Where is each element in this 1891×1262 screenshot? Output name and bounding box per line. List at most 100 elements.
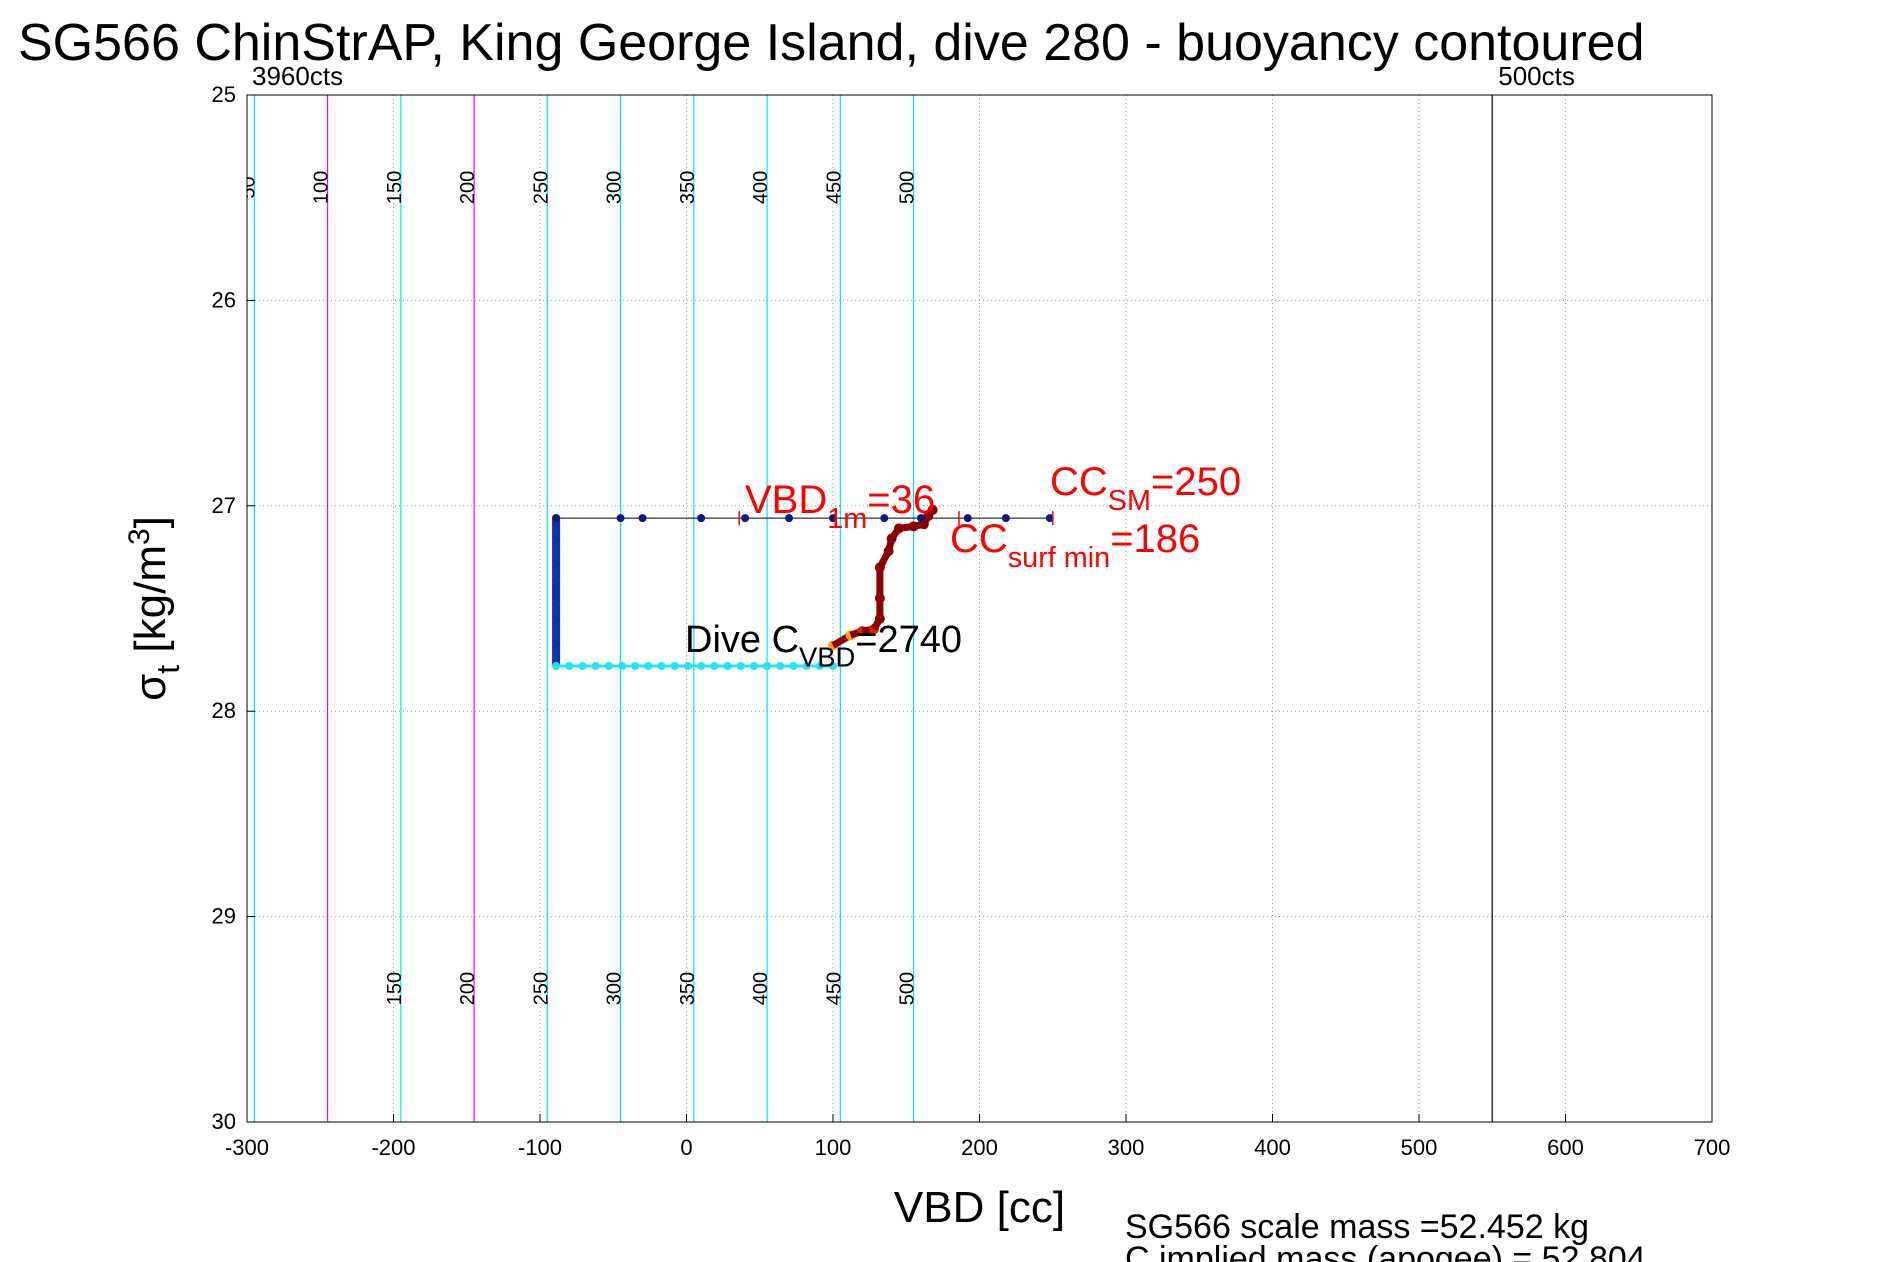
dive-point — [552, 637, 561, 646]
x-axis-label: VBD [cc] — [894, 1183, 1065, 1232]
buoyancy-contours: -50 0 50 100 150 200 250 300 350 400 450 500 150 200 2… — [91, 95, 919, 1122]
bottom-point — [697, 662, 706, 671]
dive-point — [552, 649, 561, 658]
dive-point — [552, 575, 561, 584]
contour-label-bottom: 400 — [750, 972, 772, 1005]
dive-point — [552, 520, 561, 529]
dive-point — [552, 594, 561, 603]
x-tick-label: 400 — [1254, 1135, 1291, 1160]
vbd-1m-annotation: VBD1m=36 — [745, 478, 935, 535]
dive-point — [552, 588, 561, 597]
bottom-point — [631, 662, 640, 671]
dive-point — [552, 600, 561, 609]
bottom-point — [749, 662, 758, 671]
contour-label-bottom: 200 — [457, 972, 479, 1005]
count-limit-label: 500cts — [1498, 61, 1575, 91]
surface-point — [916, 514, 925, 523]
labels: 3960cts 500cts-300 -200 -100 0 100 200 300 400 50… — [18, 14, 1730, 1262]
bottom-point — [604, 662, 613, 671]
x-tick-label: 300 — [1108, 1135, 1145, 1160]
cc-sm-annotation: CCSM=250 — [1050, 460, 1241, 517]
contour-label-top: -50 — [91, 173, 113, 202]
x-tick-label: -300 — [225, 1135, 269, 1160]
bottom-point — [578, 662, 587, 671]
dive-point — [552, 569, 561, 578]
surface-point — [741, 514, 750, 523]
bottom-point — [591, 662, 600, 671]
contour-label-bottom: 250 — [530, 972, 552, 1005]
dive-point — [552, 526, 561, 535]
bottom-point — [815, 662, 824, 671]
bottom-point — [618, 662, 627, 671]
x-tick-label: -100 — [518, 1135, 562, 1160]
dive-point — [552, 618, 561, 627]
contour-label-bottom: 300 — [604, 972, 626, 1005]
chart-title: SG566 ChinStrAP, King George Island, div… — [18, 14, 1645, 72]
bottom-point — [763, 662, 772, 671]
dive-point — [552, 625, 561, 634]
dive-point — [552, 612, 561, 621]
dive-point — [552, 643, 561, 652]
y-tick-label: 25 — [212, 82, 236, 107]
surface-point — [785, 514, 794, 523]
bottom-point — [829, 662, 837, 671]
contour-label-top: 100 — [311, 171, 333, 204]
dive-point — [552, 544, 561, 553]
implied-mass-note: C implied mass (apogee) = 52.804 — [1125, 1240, 1646, 1262]
x-tick-label: 700 — [1694, 1135, 1731, 1160]
dive-point — [552, 581, 561, 590]
dive-point — [552, 631, 561, 640]
bottom-point — [670, 662, 679, 671]
contour-label-top: 50 — [237, 176, 259, 198]
climb-point — [927, 504, 938, 515]
contour-label-bottom: 500 — [897, 972, 919, 1005]
surface-point — [638, 514, 647, 523]
dive-point — [552, 563, 561, 572]
contour-label-top: 150 — [384, 171, 406, 204]
x-tick-label: 0 — [680, 1135, 692, 1160]
axis-ticks — [246, 94, 1713, 1123]
dive-trajectory — [552, 504, 1054, 671]
y-axis-label: σt [kg/m3] — [123, 516, 186, 701]
dive-point — [552, 532, 561, 541]
surface-point — [829, 514, 837, 523]
contour-label-bottom: 350 — [677, 972, 699, 1005]
bottom-point — [565, 662, 574, 671]
x-tick-label: -200 — [371, 1135, 415, 1160]
surface-point — [616, 514, 625, 523]
x-tick-label: 500 — [1401, 1135, 1438, 1160]
bottom-point — [683, 662, 692, 671]
x-tick-label: 200 — [961, 1135, 998, 1160]
surface-point — [697, 514, 706, 523]
bottom-point — [736, 662, 745, 671]
bottom-point — [789, 662, 798, 671]
bottom-point — [710, 662, 719, 671]
dive-point — [552, 557, 561, 566]
surface-point — [880, 514, 889, 523]
grid — [247, 95, 1712, 1122]
y-tick-label: 27 — [212, 493, 236, 518]
contour-label-top: 200 — [457, 171, 479, 204]
bottom-point — [644, 662, 653, 671]
dive-point — [552, 551, 561, 560]
surface-point — [1001, 514, 1010, 523]
contour-label-top: 450 — [823, 171, 845, 204]
x-tick-label: 600 — [1547, 1135, 1584, 1160]
contour-label-top: 500 — [897, 171, 919, 204]
dive-c-vbd-annotation: Dive CVBD=2740 — [685, 619, 962, 672]
bottom-point — [657, 662, 666, 671]
dive-point — [552, 538, 561, 547]
surface-point — [963, 514, 972, 523]
y-tick-label: 26 — [212, 287, 236, 312]
y-tick-label: 30 — [212, 1109, 236, 1134]
contour-label-top: 400 — [750, 171, 772, 204]
contour-label-top: 300 — [604, 171, 626, 204]
contour-label-top: 350 — [677, 171, 699, 204]
surface-point — [552, 514, 561, 523]
dive-point — [552, 606, 561, 615]
surface-point — [1045, 514, 1054, 523]
y-tick-label: 29 — [212, 904, 236, 929]
x-tick-label: 100 — [815, 1135, 852, 1160]
bottom-point — [802, 662, 811, 671]
